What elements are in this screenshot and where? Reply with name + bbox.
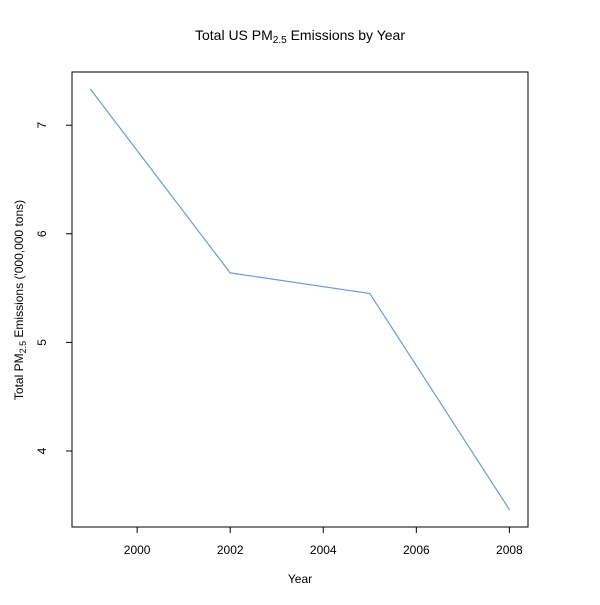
data-point xyxy=(369,292,371,295)
x-tick-label: 2008 xyxy=(496,543,523,557)
y-tick-label: 6 xyxy=(35,230,49,237)
y-tick-label: 5 xyxy=(35,339,49,346)
series-line xyxy=(90,89,510,510)
y-axis-label: Total PM2.5 Emissions ('000,000 tons) xyxy=(12,200,28,400)
x-tick-label: 2006 xyxy=(403,543,430,557)
series-layer xyxy=(90,88,510,511)
data-point xyxy=(90,88,92,90)
y-axis: 4 5 6 7 xyxy=(35,122,73,454)
x-axis-label: Year xyxy=(288,572,312,586)
y-tick-label: 7 xyxy=(35,122,49,129)
data-point xyxy=(229,272,231,274)
y-tick-label: 4 xyxy=(35,447,49,454)
chart-title: Total US PM2.5 Emissions by Year xyxy=(195,27,405,46)
x-tick-label: 2004 xyxy=(310,543,337,557)
plot-frame xyxy=(71,71,529,528)
x-tick-label: 2000 xyxy=(124,543,151,557)
data-point xyxy=(508,509,510,511)
x-axis: 2000 2002 2004 2006 2008 xyxy=(124,526,523,557)
x-tick-label: 2002 xyxy=(217,543,244,557)
